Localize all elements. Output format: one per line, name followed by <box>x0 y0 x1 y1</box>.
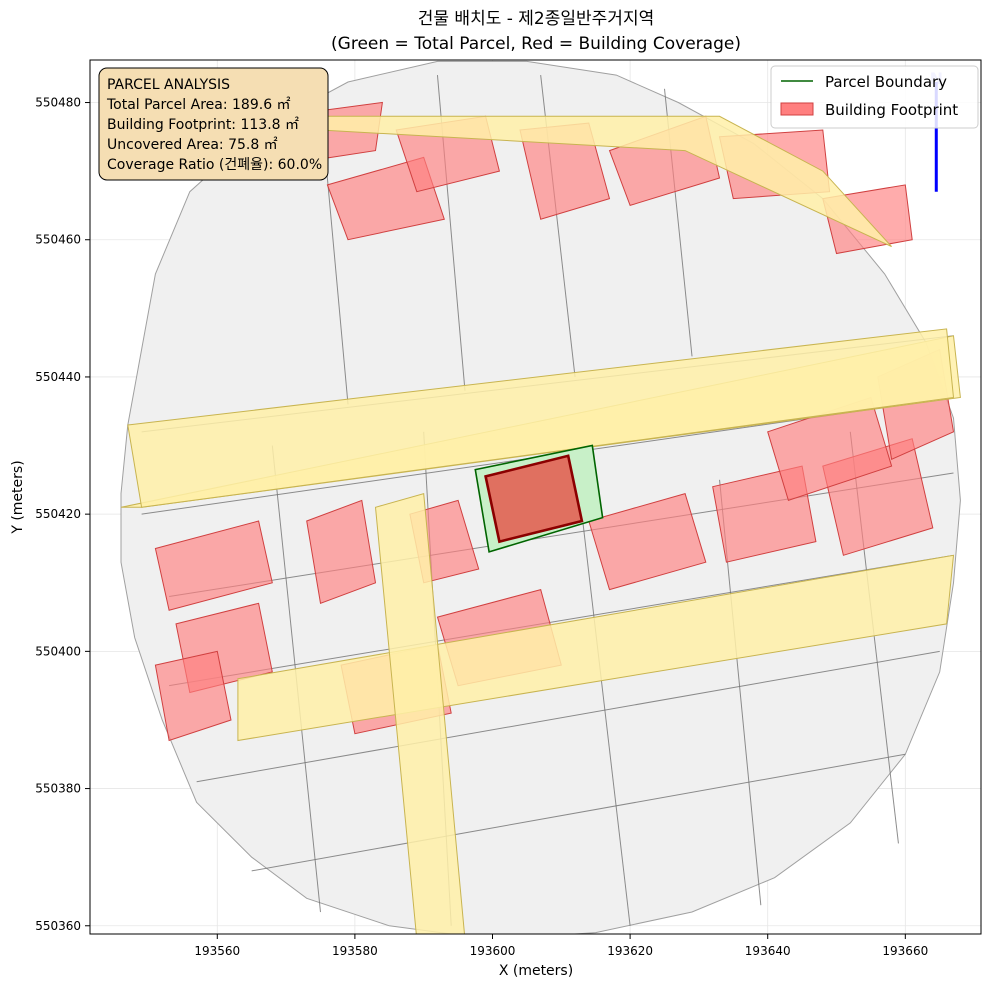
x-tick-label: 193600 <box>470 944 516 958</box>
x-axis-label: X (meters) <box>499 963 573 979</box>
block-line <box>196 650 940 783</box>
y-tick-label: 550420 <box>35 507 81 521</box>
info-box: PARCEL ANALYSIS Total Parcel Area: 189.6… <box>98 67 329 181</box>
y-tick-label: 550360 <box>35 919 81 933</box>
road-segment <box>127 328 955 508</box>
building-footprint[interactable] <box>154 520 273 611</box>
chart-title-line2: (Green = Total Parcel, Red = Building Co… <box>331 34 741 54</box>
plot-frame <box>89 59 982 935</box>
x-tick-label: 193560 <box>194 944 240 958</box>
info-line-uncovered: Uncovered Area: 75.8 ㎡ <box>107 137 278 153</box>
block-line <box>169 554 954 687</box>
road-segment <box>374 492 465 934</box>
block-line <box>581 514 631 926</box>
block-line <box>251 753 906 872</box>
block-line <box>169 472 954 597</box>
building-footprint[interactable] <box>154 650 232 742</box>
legend-building-label: Building Footprint <box>825 101 958 119</box>
info-line-coverage: Coverage Ratio (건폐율): 60.0% <box>107 157 322 173</box>
y-tick-label: 550480 <box>35 96 81 110</box>
legend-background <box>770 65 979 129</box>
y-tick-label: 550380 <box>35 782 81 796</box>
info-line-heading: PARCEL ANALYSIS <box>107 77 230 93</box>
legend: Parcel Boundary Building Footprint <box>770 65 979 129</box>
info-line-footprint: Building Footprint: 113.8 ㎡ <box>107 117 299 133</box>
y-tick-label: 550440 <box>35 370 81 384</box>
map-layer: N <box>120 60 961 934</box>
y-axis-ticks: 550360 550380 550400 550420 550440 550460 5504… <box>35 96 90 933</box>
y-axis-label: Y (meters) <box>10 460 26 534</box>
target-building-footprint[interactable] <box>484 454 584 544</box>
x-tick-label: 193640 <box>745 944 791 958</box>
x-tick-label: 193620 <box>607 944 653 958</box>
building-footprint[interactable] <box>306 499 377 604</box>
y-tick-label: 550400 <box>35 644 81 658</box>
x-tick-label: 193660 <box>882 944 928 958</box>
y-tick-label: 550460 <box>35 233 81 247</box>
roads-layer <box>120 115 961 934</box>
x-axis-ticks: 193560 193580 193600 193620 193640 193660 <box>194 934 928 958</box>
legend-parcel-label: Parcel Boundary <box>825 73 947 91</box>
info-line-total-area: Total Parcel Area: 189.6 ㎡ <box>106 97 291 113</box>
building-footprint[interactable] <box>588 492 707 591</box>
legend-building-patch-icon <box>780 102 814 116</box>
x-tick-label: 193580 <box>332 944 378 958</box>
info-box-background <box>98 67 329 181</box>
chart-title-line1: 건물 배치도 - 제2종일반주거지역 <box>418 9 654 29</box>
